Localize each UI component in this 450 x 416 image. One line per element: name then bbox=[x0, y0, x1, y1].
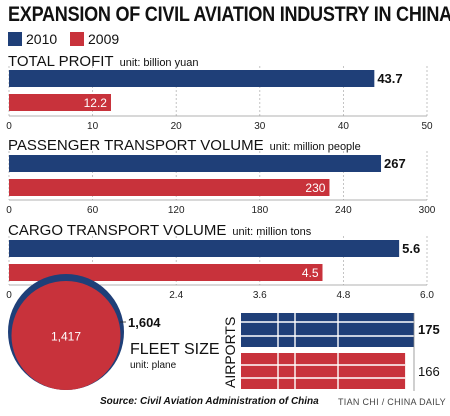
passenger-tick-label: 240 bbox=[335, 205, 352, 216]
legend-swatch-2010 bbox=[8, 32, 22, 46]
legend-item-2010: 2010 bbox=[8, 31, 57, 47]
profit-value-2010: 43.7 bbox=[377, 71, 402, 86]
cargo-tick-label: 4.8 bbox=[336, 290, 350, 301]
cargo-unit: unit: million tons bbox=[232, 226, 312, 238]
fleet-unit: unit: plane bbox=[130, 360, 177, 371]
passenger-title-text: PASSENGER TRANSPORT VOLUME bbox=[8, 137, 264, 154]
profit-tick-label: 30 bbox=[254, 121, 266, 132]
passenger-tick-label: 60 bbox=[87, 205, 99, 216]
profit-chart-title: TOTAL PROFIT unit: billion yuan bbox=[8, 53, 198, 70]
fleet-value-2010: 1,604 bbox=[128, 315, 161, 330]
profit-tick-label: 20 bbox=[171, 121, 183, 132]
legend-item-2009: 2009 bbox=[70, 31, 119, 47]
page-title: EXPANSION OF CIVIL AVIATION INDUSTRY IN … bbox=[8, 3, 450, 26]
passenger-unit: unit: million people bbox=[269, 141, 361, 153]
profit-title-text: TOTAL PROFIT bbox=[8, 53, 114, 70]
airports-title: AIRPORTS bbox=[222, 317, 238, 388]
profit-bar-2009 bbox=[9, 94, 111, 111]
airports-value-2009: 166 bbox=[418, 364, 440, 379]
cargo-value-2009: 4.5 bbox=[302, 266, 319, 280]
fleet-title: FLEET SIZE bbox=[130, 341, 220, 358]
passenger-chart-title: PASSENGER TRANSPORT VOLUME unit: million … bbox=[8, 137, 361, 154]
cargo-bar-2010 bbox=[9, 240, 400, 257]
airports-value-2010: 175 bbox=[418, 322, 440, 337]
fleet-value-2009: 1,417 bbox=[51, 329, 81, 343]
cargo-tick-label: 0 bbox=[6, 290, 12, 301]
cargo-bar-2009 bbox=[9, 264, 323, 281]
cargo-value-2010: 5.6 bbox=[402, 241, 420, 256]
profit-tick-label: 0 bbox=[6, 121, 12, 132]
cargo-tick-label: 6.0 bbox=[420, 290, 434, 301]
legend-label-2009: 2009 bbox=[88, 31, 120, 47]
source-note: Source: Civil Aviation Administration of… bbox=[100, 396, 319, 407]
passenger-tick-label: 180 bbox=[251, 205, 268, 216]
airports-bar-2010 bbox=[241, 313, 414, 347]
passenger-tick-label: 0 bbox=[6, 205, 12, 216]
passenger-bar-2010 bbox=[9, 155, 382, 172]
profit-bar-2010 bbox=[9, 70, 375, 87]
passenger-bar-2009 bbox=[9, 179, 330, 196]
cargo-tick-label: 2.4 bbox=[169, 290, 183, 301]
passenger-tick-label: 300 bbox=[419, 205, 436, 216]
cargo-title-text: CARGO TRANSPORT VOLUME bbox=[8, 222, 227, 239]
airports-bar-2009 bbox=[241, 353, 406, 389]
profit-tick-label: 40 bbox=[338, 121, 350, 132]
legend-label-2010: 2010 bbox=[26, 31, 58, 47]
passenger-tick-label: 120 bbox=[168, 205, 185, 216]
profit-unit: unit: billion yuan bbox=[119, 57, 199, 69]
fleet-circle-2009 bbox=[11, 280, 121, 390]
profit-tick-label: 10 bbox=[87, 121, 99, 132]
passenger-value-2009: 230 bbox=[305, 181, 325, 195]
profit-tick-label: 50 bbox=[421, 121, 433, 132]
passenger-value-2010: 267 bbox=[384, 156, 406, 171]
legend-swatch-2009 bbox=[70, 32, 84, 46]
cargo-tick-label: 3.6 bbox=[253, 290, 267, 301]
profit-value-2009: 12.2 bbox=[84, 96, 108, 110]
credit-line: TIAN CHI / CHINA DAILY bbox=[338, 397, 446, 407]
cargo-chart-title: CARGO TRANSPORT VOLUME unit: million tons bbox=[8, 222, 311, 239]
